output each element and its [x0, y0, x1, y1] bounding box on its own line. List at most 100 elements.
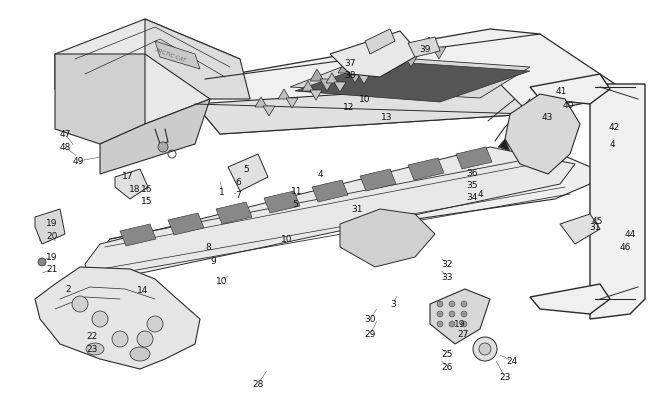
- Text: 11: 11: [291, 187, 303, 196]
- Text: 13: 13: [382, 113, 393, 122]
- Polygon shape: [340, 209, 435, 267]
- Polygon shape: [408, 159, 444, 181]
- Polygon shape: [35, 267, 200, 369]
- Text: 32: 32: [441, 260, 452, 269]
- Polygon shape: [350, 66, 362, 76]
- Polygon shape: [216, 202, 252, 224]
- Polygon shape: [255, 98, 267, 108]
- Text: 19: 19: [46, 219, 58, 228]
- Text: 4: 4: [477, 190, 483, 199]
- Text: 27: 27: [458, 330, 469, 339]
- Text: 5: 5: [243, 165, 249, 174]
- Circle shape: [539, 127, 545, 133]
- Polygon shape: [366, 54, 380, 66]
- Polygon shape: [590, 85, 645, 319]
- Text: 2: 2: [65, 285, 71, 294]
- Circle shape: [527, 142, 533, 148]
- Ellipse shape: [130, 347, 150, 361]
- Text: ARCTIC CAT: ARCTIC CAT: [154, 47, 187, 63]
- Text: 9: 9: [210, 257, 216, 266]
- Circle shape: [437, 321, 443, 327]
- Text: 47: 47: [59, 130, 71, 139]
- Polygon shape: [302, 82, 314, 92]
- Polygon shape: [330, 32, 420, 78]
- Polygon shape: [278, 90, 290, 100]
- Circle shape: [527, 127, 533, 133]
- Text: 40: 40: [562, 100, 574, 109]
- Text: 46: 46: [619, 243, 630, 252]
- Circle shape: [112, 331, 128, 347]
- Circle shape: [515, 142, 521, 148]
- Text: 31: 31: [351, 205, 363, 214]
- Circle shape: [449, 311, 455, 317]
- Polygon shape: [55, 55, 145, 145]
- Polygon shape: [320, 80, 334, 92]
- Text: 1: 1: [219, 188, 225, 197]
- Text: 19: 19: [454, 320, 466, 329]
- Polygon shape: [376, 64, 390, 76]
- Circle shape: [551, 142, 557, 148]
- Polygon shape: [286, 99, 298, 109]
- Circle shape: [437, 311, 443, 317]
- Polygon shape: [85, 155, 595, 279]
- Polygon shape: [115, 170, 148, 200]
- Text: 36: 36: [466, 169, 478, 178]
- Text: 16: 16: [141, 185, 153, 194]
- Text: 23: 23: [86, 345, 98, 354]
- Polygon shape: [100, 100, 210, 175]
- Circle shape: [370, 220, 400, 249]
- Circle shape: [527, 112, 533, 118]
- Text: 17: 17: [122, 172, 134, 181]
- Text: 8: 8: [205, 243, 211, 252]
- Polygon shape: [312, 181, 348, 202]
- Text: 30: 30: [364, 315, 376, 324]
- Text: 18: 18: [129, 185, 141, 194]
- Circle shape: [437, 301, 443, 307]
- Circle shape: [473, 337, 497, 361]
- Circle shape: [539, 142, 545, 148]
- Text: 26: 26: [441, 362, 452, 371]
- Polygon shape: [35, 209, 65, 244]
- Circle shape: [576, 228, 584, 235]
- Text: 21: 21: [46, 265, 58, 274]
- Polygon shape: [55, 20, 240, 125]
- Polygon shape: [310, 70, 324, 82]
- Polygon shape: [456, 148, 492, 170]
- Polygon shape: [560, 215, 600, 244]
- Circle shape: [551, 112, 557, 118]
- Polygon shape: [310, 91, 322, 101]
- Circle shape: [449, 301, 455, 307]
- Text: 35: 35: [466, 181, 478, 190]
- Text: 10: 10: [359, 95, 370, 104]
- Polygon shape: [530, 284, 610, 314]
- Polygon shape: [334, 83, 346, 93]
- Circle shape: [515, 127, 521, 133]
- Circle shape: [479, 343, 491, 355]
- Text: 29: 29: [364, 330, 376, 339]
- Ellipse shape: [86, 343, 104, 355]
- Text: 25: 25: [441, 350, 452, 358]
- Text: 42: 42: [608, 123, 619, 132]
- Text: 38: 38: [344, 70, 356, 79]
- Text: 14: 14: [137, 286, 149, 295]
- Circle shape: [425, 41, 431, 47]
- Text: 3: 3: [390, 300, 396, 309]
- Text: 6: 6: [235, 178, 241, 187]
- Circle shape: [449, 321, 455, 327]
- Polygon shape: [505, 95, 580, 175]
- Text: 31: 31: [590, 223, 601, 232]
- Polygon shape: [195, 30, 630, 135]
- Polygon shape: [120, 224, 156, 246]
- Text: 10: 10: [281, 235, 292, 244]
- Text: 48: 48: [59, 143, 71, 152]
- Text: 4: 4: [317, 170, 323, 179]
- Polygon shape: [155, 42, 200, 70]
- Polygon shape: [432, 48, 446, 60]
- Polygon shape: [85, 148, 575, 284]
- Text: 10: 10: [216, 277, 228, 286]
- Polygon shape: [430, 289, 490, 344]
- Circle shape: [72, 296, 88, 312]
- Text: 39: 39: [419, 45, 431, 54]
- Polygon shape: [498, 140, 510, 151]
- Text: 34: 34: [466, 193, 478, 202]
